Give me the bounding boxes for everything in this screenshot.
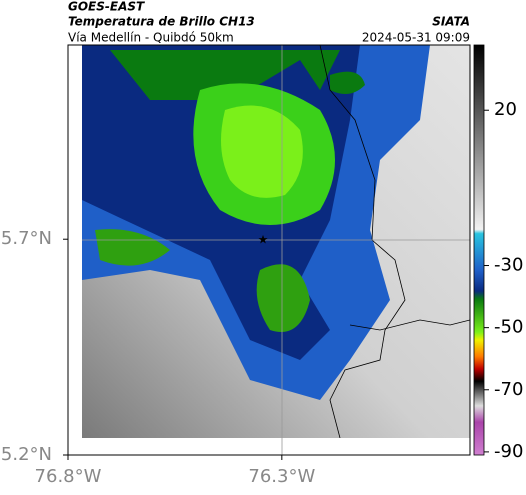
colorbar-tick-label: -30 — [494, 255, 523, 276]
x-tick-label: 76.8°W — [35, 466, 102, 487]
timestamp: 2024-05-31 09:09 — [362, 31, 470, 45]
brand: SIATA — [432, 15, 470, 29]
colorbar-tick-label: -70 — [494, 379, 523, 400]
source: GOES-EAST — [68, 0, 145, 14]
satellite-image — [82, 45, 470, 438]
colorbar-tick-label: -50 — [494, 317, 523, 338]
location-marker: ★ — [258, 233, 269, 247]
colorbar — [473, 44, 485, 456]
y-tick-label: 5.7°N — [1, 228, 52, 249]
title: Temperatura de Brillo CH13 — [68, 15, 255, 29]
map-frame — [67, 44, 471, 456]
y-tick-label: 5.2°N — [1, 444, 52, 465]
colorbar-tick-label: -90 — [494, 441, 523, 462]
colorbar-tick-label: 20 — [494, 99, 517, 120]
x-tick-label: 76.3°W — [248, 466, 315, 487]
subtitle: Vía Medellín - Quibdó 50km — [68, 31, 234, 45]
